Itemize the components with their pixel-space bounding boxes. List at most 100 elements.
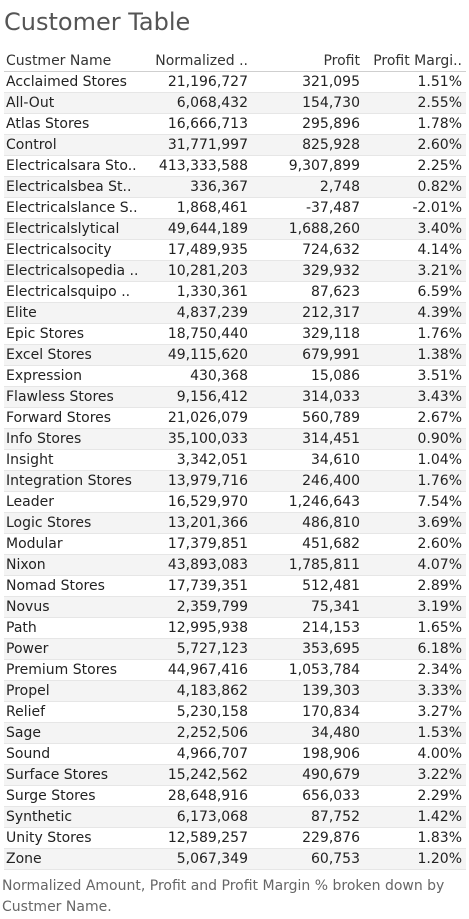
profit-margin-cell: 3.40% xyxy=(360,219,464,239)
normalized-amount-cell: 5,230,158 xyxy=(154,702,248,722)
normalized-amount-cell: 1,868,461 xyxy=(154,198,248,218)
table-row[interactable]: Excel Stores 49,115,620 679,991 1.38% xyxy=(4,345,466,366)
profit-margin-cell: 2.25% xyxy=(360,156,464,176)
profit-cell: 314,451 xyxy=(248,429,360,449)
table-row[interactable]: Sound 4,966,707 198,906 4.00% xyxy=(4,744,466,765)
normalized-amount-cell: 10,281,203 xyxy=(154,261,248,281)
customer-name-cell: Premium Stores xyxy=(4,660,154,680)
profit-cell: 724,632 xyxy=(248,240,360,260)
profit-margin-cell: 1.76% xyxy=(360,471,464,491)
profit-cell: 87,623 xyxy=(248,282,360,302)
normalized-amount-cell: 4,966,707 xyxy=(154,744,248,764)
customer-name-cell: Electricalsara Sto.. xyxy=(4,156,154,176)
column-header-normalized-amount[interactable]: Normalized .. xyxy=(154,51,248,71)
column-header-profit[interactable]: Profit xyxy=(248,51,360,71)
table-row[interactable]: Novus 2,359,799 75,341 3.19% xyxy=(4,597,466,618)
table-row[interactable]: Flawless Stores 9,156,412 314,033 3.43% xyxy=(4,387,466,408)
profit-margin-cell: 2.67% xyxy=(360,408,464,428)
customer-name-cell: Excel Stores xyxy=(4,345,154,365)
table-row[interactable]: Path 12,995,938 214,153 1.65% xyxy=(4,618,466,639)
table-row[interactable]: Surge Stores 28,648,916 656,033 2.29% xyxy=(4,786,466,807)
profit-cell: 295,896 xyxy=(248,114,360,134)
profit-cell: 170,834 xyxy=(248,702,360,722)
profit-cell: 1,688,260 xyxy=(248,219,360,239)
table-row[interactable]: Surface Stores 15,242,562 490,679 3.22% xyxy=(4,765,466,786)
customer-name-cell: Electricalslance S.. xyxy=(4,198,154,218)
profit-margin-cell: 4.00% xyxy=(360,744,464,764)
customer-name-cell: Info Stores xyxy=(4,429,154,449)
profit-margin-cell: 0.82% xyxy=(360,177,464,197)
profit-cell: 314,033 xyxy=(248,387,360,407)
table-row[interactable]: Premium Stores 44,967,416 1,053,784 2.34% xyxy=(4,660,466,681)
table-row[interactable]: Electricalsopedia .. 10,281,203 329,932 3.2… xyxy=(4,261,466,282)
column-header-customer-name[interactable]: Custmer Name xyxy=(4,51,154,71)
table-row[interactable]: Electricalsquipo .. 1,330,361 87,623 6.59% xyxy=(4,282,466,303)
normalized-amount-cell: 13,201,366 xyxy=(154,513,248,533)
table-row[interactable]: Insight 3,342,051 34,610 1.04% xyxy=(4,450,466,471)
normalized-amount-cell: 6,173,068 xyxy=(154,807,248,827)
table-row[interactable]: Nixon 43,893,083 1,785,811 4.07% xyxy=(4,555,466,576)
profit-margin-cell: 3.22% xyxy=(360,765,464,785)
table-row[interactable]: Logic Stores 13,201,366 486,810 3.69% xyxy=(4,513,466,534)
table-row[interactable]: Unity Stores 12,589,257 229,876 1.83% xyxy=(4,828,466,849)
table-row[interactable]: Control 31,771,997 825,928 2.60% xyxy=(4,135,466,156)
table-row[interactable]: Acclaimed Stores 21,196,727 321,095 1.51% xyxy=(4,72,466,93)
table-body: Acclaimed Stores 21,196,727 321,095 1.51% Al… xyxy=(4,72,466,870)
table-row[interactable]: Electricalsara Sto.. 413,333,588 9,307,899… xyxy=(4,156,466,177)
table-row[interactable]: Elite 4,837,239 212,317 4.39% xyxy=(4,303,466,324)
table-row[interactable]: Synthetic 6,173,068 87,752 1.42% xyxy=(4,807,466,828)
table-row[interactable]: Integration Stores 13,979,716 246,400 1.76% xyxy=(4,471,466,492)
table-row[interactable]: Propel 4,183,862 139,303 3.33% xyxy=(4,681,466,702)
table-row[interactable]: Forward Stores 21,026,079 560,789 2.67% xyxy=(4,408,466,429)
profit-cell: 679,991 xyxy=(248,345,360,365)
profit-margin-cell: 3.27% xyxy=(360,702,464,722)
table-row[interactable]: All-Out 6,068,432 154,730 2.55% xyxy=(4,93,466,114)
normalized-amount-cell: 49,115,620 xyxy=(154,345,248,365)
customer-name-cell: Electricalsopedia .. xyxy=(4,261,154,281)
profit-cell: 451,682 xyxy=(248,534,360,554)
customer-name-cell: Zone xyxy=(4,849,154,869)
profit-margin-cell: 6.59% xyxy=(360,282,464,302)
customer-name-cell: Synthetic xyxy=(4,807,154,827)
table-row[interactable]: Epic Stores 18,750,440 329,118 1.76% xyxy=(4,324,466,345)
normalized-amount-cell: 4,183,862 xyxy=(154,681,248,701)
customer-name-cell: Logic Stores xyxy=(4,513,154,533)
profit-cell: 139,303 xyxy=(248,681,360,701)
table-row[interactable]: Electricalslance S.. 1,868,461 -37,487 -2.0… xyxy=(4,198,466,219)
customer-name-cell: Sound xyxy=(4,744,154,764)
profit-margin-cell: 1.53% xyxy=(360,723,464,743)
table-row[interactable]: Nomad Stores 17,739,351 512,481 2.89% xyxy=(4,576,466,597)
profit-margin-cell: 1.42% xyxy=(360,807,464,827)
table-row[interactable]: Sage 2,252,506 34,480 1.53% xyxy=(4,723,466,744)
table-row[interactable]: Electricalsbea St.. 336,367 2,748 0.82% xyxy=(4,177,466,198)
profit-cell: 1,785,811 xyxy=(248,555,360,575)
customer-name-cell: Elite xyxy=(4,303,154,323)
normalized-amount-cell: 21,026,079 xyxy=(154,408,248,428)
normalized-amount-cell: 2,359,799 xyxy=(154,597,248,617)
table-row[interactable]: Electricalslytical 49,644,189 1,688,260 3.4… xyxy=(4,219,466,240)
table-row[interactable]: Expression 430,368 15,086 3.51% xyxy=(4,366,466,387)
profit-margin-cell: 1.65% xyxy=(360,618,464,638)
table-row[interactable]: Leader 16,529,970 1,246,643 7.54% xyxy=(4,492,466,513)
table-row[interactable]: Zone 5,067,349 60,753 1.20% xyxy=(4,849,466,870)
table-row[interactable]: Info Stores 35,100,033 314,451 0.90% xyxy=(4,429,466,450)
column-header-profit-margin[interactable]: Profit Margi.. xyxy=(360,51,464,71)
table-row[interactable]: Modular 17,379,851 451,682 2.60% xyxy=(4,534,466,555)
profit-cell: 321,095 xyxy=(248,72,360,92)
normalized-amount-cell: 44,967,416 xyxy=(154,660,248,680)
profit-cell: 353,695 xyxy=(248,639,360,659)
table-row[interactable]: Atlas Stores 16,666,713 295,896 1.78% xyxy=(4,114,466,135)
profit-margin-cell: 4.14% xyxy=(360,240,464,260)
table-header: Custmer Name Normalized .. Profit Profit… xyxy=(4,51,466,72)
profit-cell: 246,400 xyxy=(248,471,360,491)
normalized-amount-cell: 5,727,123 xyxy=(154,639,248,659)
table-row[interactable]: Power 5,727,123 353,695 6.18% xyxy=(4,639,466,660)
table-row[interactable]: Electricalsocity 17,489,935 724,632 4.14% xyxy=(4,240,466,261)
customer-table: Custmer Name Normalized .. Profit Profit… xyxy=(4,51,466,870)
normalized-amount-cell: 9,156,412 xyxy=(154,387,248,407)
table-row[interactable]: Relief 5,230,158 170,834 3.27% xyxy=(4,702,466,723)
profit-cell: 75,341 xyxy=(248,597,360,617)
customer-name-cell: Electricalsquipo .. xyxy=(4,282,154,302)
profit-cell: 212,317 xyxy=(248,303,360,323)
profit-cell: 198,906 xyxy=(248,744,360,764)
